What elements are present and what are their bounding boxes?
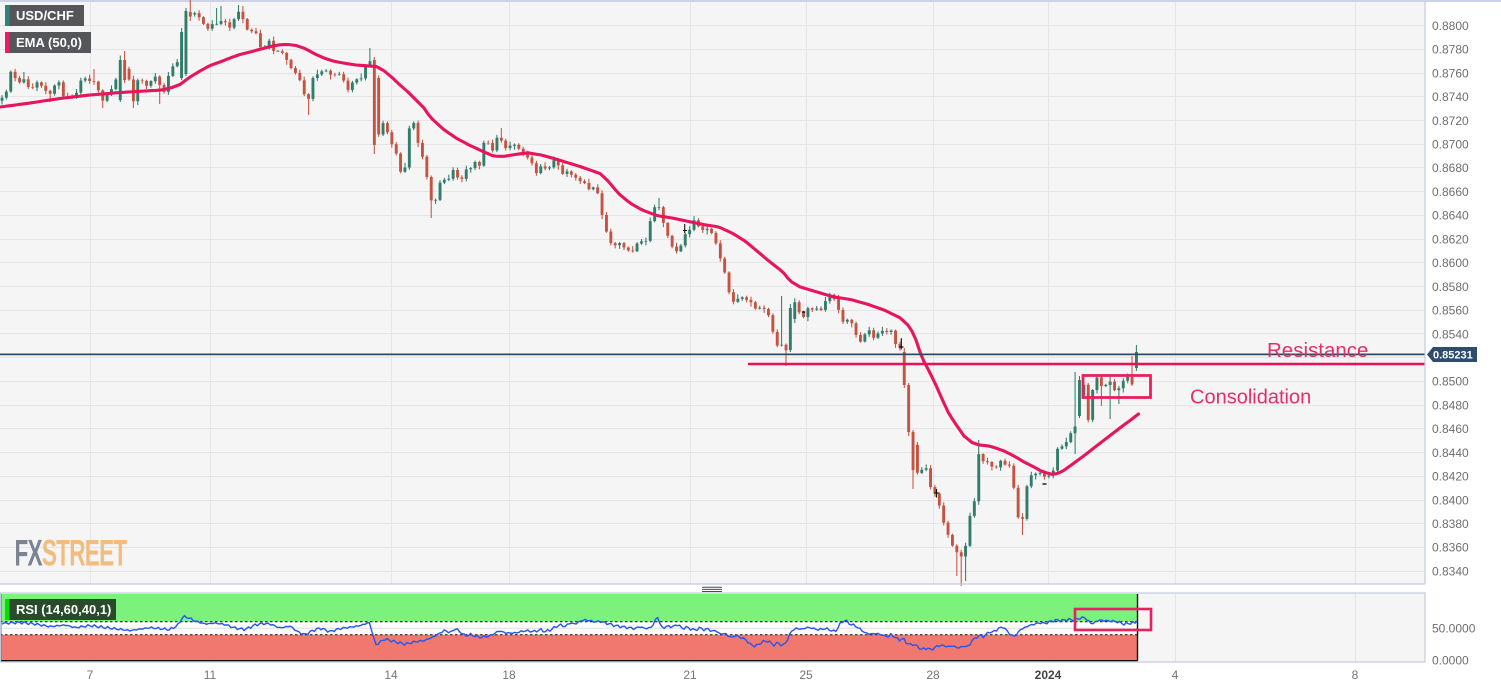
svg-text:0.8780: 0.8780 <box>1432 43 1469 57</box>
svg-text:18: 18 <box>502 668 516 682</box>
svg-text:14: 14 <box>384 668 398 682</box>
svg-text:0.8500: 0.8500 <box>1432 375 1469 389</box>
svg-text:0.8400: 0.8400 <box>1432 493 1469 507</box>
svg-text:0.8640: 0.8640 <box>1432 209 1469 223</box>
svg-text:0.8700: 0.8700 <box>1432 138 1469 152</box>
svg-text:0.8680: 0.8680 <box>1432 161 1469 175</box>
svg-text:0.8360: 0.8360 <box>1432 541 1469 555</box>
svg-text:50.0000: 50.0000 <box>1432 622 1476 636</box>
svg-text:0.8540: 0.8540 <box>1432 327 1469 341</box>
svg-text:0.8600: 0.8600 <box>1432 256 1469 270</box>
svg-text:25: 25 <box>799 668 813 682</box>
svg-text:0.85231: 0.85231 <box>1433 350 1473 362</box>
svg-text:0.8660: 0.8660 <box>1432 185 1469 199</box>
svg-text:0.8620: 0.8620 <box>1432 232 1469 246</box>
svg-text:0.8420: 0.8420 <box>1432 470 1469 484</box>
svg-text:0.8480: 0.8480 <box>1432 398 1469 412</box>
svg-text:FXSTREET: FXSTREET <box>15 533 128 574</box>
svg-text:0.8740: 0.8740 <box>1432 90 1469 104</box>
svg-text:11: 11 <box>204 668 217 682</box>
svg-text:0.8340: 0.8340 <box>1432 565 1469 579</box>
svg-text:0.8440: 0.8440 <box>1432 446 1469 460</box>
svg-text:7: 7 <box>87 668 94 682</box>
svg-text:0.8580: 0.8580 <box>1432 280 1469 294</box>
svg-text:28: 28 <box>926 668 940 682</box>
svg-text:21: 21 <box>683 668 697 682</box>
svg-text:0.8380: 0.8380 <box>1432 517 1469 531</box>
svg-text:8: 8 <box>1352 668 1359 682</box>
svg-text:0.8460: 0.8460 <box>1432 422 1469 436</box>
svg-text:0.8560: 0.8560 <box>1432 304 1469 318</box>
svg-text:0.8800: 0.8800 <box>1432 19 1469 33</box>
svg-text:0.0000: 0.0000 <box>1432 653 1469 667</box>
svg-text:0.8720: 0.8720 <box>1432 114 1469 128</box>
svg-text:0.8760: 0.8760 <box>1432 66 1469 80</box>
svg-text:2024: 2024 <box>1035 668 1062 682</box>
svg-text:EMA (50,0): EMA (50,0) <box>16 35 82 50</box>
svg-text:USD/CHF: USD/CHF <box>16 8 74 23</box>
svg-text:RSI (14,60,40,1): RSI (14,60,40,1) <box>16 602 111 617</box>
svg-text:Consolidation: Consolidation <box>1190 387 1311 409</box>
svg-text:Resistance: Resistance <box>1267 339 1368 362</box>
svg-text:4: 4 <box>1172 668 1179 682</box>
